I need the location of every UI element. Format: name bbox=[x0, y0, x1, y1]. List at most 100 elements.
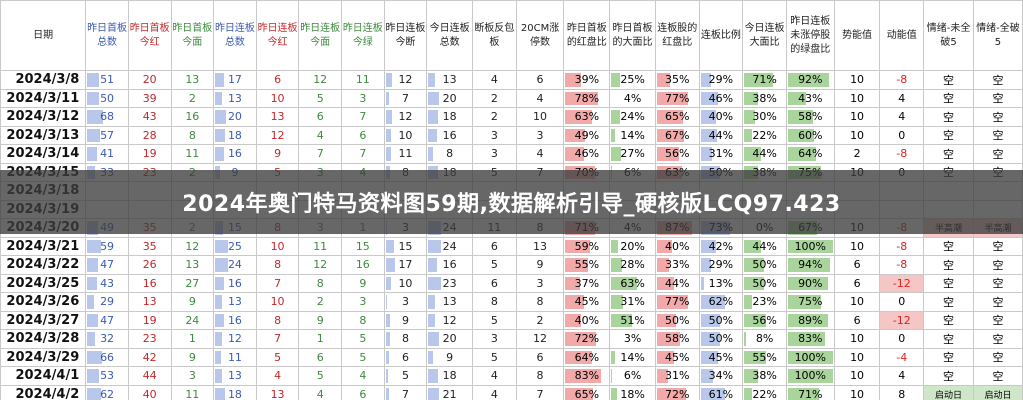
data-cell[interactable]: 53 bbox=[85, 366, 129, 386]
data-cell[interactable]: 空 bbox=[923, 144, 974, 164]
data-cell[interactable]: 71% bbox=[742, 70, 787, 90]
data-cell[interactable]: 62% bbox=[698, 292, 744, 312]
column-header[interactable]: 昨日首板今红 bbox=[127, 0, 172, 71]
data-cell[interactable]: 55% bbox=[563, 255, 611, 275]
data-cell[interactable]: 66 bbox=[85, 347, 129, 367]
data-cell[interactable]: 6 bbox=[383, 347, 428, 367]
data-cell[interactable]: 9 bbox=[383, 310, 428, 330]
data-cell[interactable]: 空 bbox=[923, 70, 974, 90]
data-cell[interactable]: 40% bbox=[563, 310, 611, 330]
column-header[interactable]: 今日连板总数 bbox=[426, 0, 473, 71]
data-cell[interactable]: 42% bbox=[698, 236, 744, 256]
data-cell[interactable]: 65% bbox=[563, 384, 611, 400]
data-cell[interactable]: 6 bbox=[341, 384, 385, 400]
data-cell[interactable]: 6 bbox=[833, 255, 881, 275]
column-header[interactable]: 断板反包板 bbox=[471, 0, 517, 71]
data-cell[interactable]: 13 bbox=[127, 292, 172, 312]
data-cell[interactable]: 22% bbox=[742, 384, 787, 400]
data-cell[interactable]: 46% bbox=[563, 144, 611, 164]
column-header[interactable]: 昨日连板今红 bbox=[255, 0, 300, 71]
data-cell[interactable]: 25 bbox=[213, 236, 257, 256]
data-cell[interactable]: 45% bbox=[563, 292, 611, 312]
data-cell[interactable]: 32 bbox=[85, 329, 129, 349]
data-cell[interactable]: 6 bbox=[833, 310, 881, 330]
data-cell[interactable]: 空 bbox=[923, 125, 974, 145]
data-cell[interactable]: 16 bbox=[213, 310, 257, 330]
data-cell[interactable]: 16 bbox=[127, 273, 172, 293]
data-cell[interactable]: 94% bbox=[785, 255, 835, 275]
data-cell[interactable]: 50% bbox=[698, 310, 744, 330]
date-cell[interactable]: 2024/3/28 bbox=[0, 329, 87, 349]
data-cell[interactable]: 20 bbox=[127, 70, 172, 90]
data-cell[interactable]: 46% bbox=[698, 88, 744, 108]
data-cell[interactable]: 0 bbox=[879, 292, 925, 312]
data-cell[interactable]: 8 bbox=[298, 273, 342, 293]
data-cell[interactable]: 15 bbox=[383, 236, 428, 256]
data-cell[interactable]: 4 bbox=[471, 384, 517, 400]
data-cell[interactable]: 100% bbox=[785, 236, 835, 256]
data-cell[interactable]: 空 bbox=[972, 292, 1023, 312]
data-cell[interactable]: 29% bbox=[698, 255, 744, 275]
data-cell[interactable]: 9 bbox=[170, 347, 215, 367]
data-cell[interactable]: 2 bbox=[833, 144, 881, 164]
data-cell[interactable]: 8% bbox=[742, 329, 787, 349]
data-cell[interactable]: 空 bbox=[923, 347, 974, 367]
data-cell[interactable]: 50% bbox=[742, 255, 787, 275]
data-cell[interactable]: 63% bbox=[609, 273, 656, 293]
data-cell[interactable]: 56% bbox=[742, 310, 787, 330]
column-header[interactable]: 日期 bbox=[0, 0, 87, 71]
data-cell[interactable]: 43 bbox=[127, 107, 172, 127]
data-cell[interactable]: 71% bbox=[785, 384, 835, 400]
data-cell[interactable]: 8 bbox=[515, 366, 565, 386]
data-cell[interactable]: 10 bbox=[833, 125, 881, 145]
data-cell[interactable]: 10 bbox=[833, 329, 881, 349]
data-cell[interactable]: 12 bbox=[255, 125, 300, 145]
data-cell[interactable]: 8 bbox=[255, 255, 300, 275]
data-cell[interactable]: 4 bbox=[515, 88, 565, 108]
data-cell[interactable]: 47 bbox=[85, 255, 129, 275]
data-cell[interactable]: 16 bbox=[426, 125, 473, 145]
data-cell[interactable]: 13 bbox=[255, 107, 300, 127]
data-cell[interactable]: 56% bbox=[654, 144, 700, 164]
data-cell[interactable]: 72% bbox=[654, 384, 700, 400]
data-cell[interactable]: 6 bbox=[298, 347, 342, 367]
data-cell[interactable]: 3 bbox=[471, 329, 517, 349]
data-cell[interactable]: 10 bbox=[515, 107, 565, 127]
data-cell[interactable]: 39% bbox=[563, 70, 611, 90]
data-cell[interactable]: 空 bbox=[972, 88, 1023, 108]
data-cell[interactable]: 空 bbox=[972, 144, 1023, 164]
data-cell[interactable]: -8 bbox=[879, 236, 925, 256]
data-cell[interactable]: 63% bbox=[563, 107, 611, 127]
data-cell[interactable]: 77% bbox=[654, 292, 700, 312]
data-cell[interactable]: 10 bbox=[833, 70, 881, 90]
column-header[interactable]: 连板股的红盘比 bbox=[654, 0, 700, 71]
data-cell[interactable]: 10 bbox=[833, 366, 881, 386]
data-cell[interactable]: -8 bbox=[879, 144, 925, 164]
data-cell[interactable]: 7 bbox=[341, 107, 385, 127]
date-cell[interactable]: 2024/3/22 bbox=[0, 255, 87, 275]
data-cell[interactable]: -12 bbox=[879, 310, 925, 330]
data-cell[interactable]: 3% bbox=[609, 329, 656, 349]
column-header[interactable]: 20CM涨停数 bbox=[515, 0, 565, 71]
data-cell[interactable]: 24 bbox=[426, 236, 473, 256]
data-cell[interactable]: 31% bbox=[698, 144, 744, 164]
data-cell[interactable]: 72% bbox=[563, 329, 611, 349]
column-header[interactable]: 昨日首板的大面比 bbox=[609, 0, 656, 71]
data-cell[interactable]: 空 bbox=[972, 236, 1023, 256]
date-cell[interactable]: 2024/4/1 bbox=[0, 366, 87, 386]
data-cell[interactable]: 5 bbox=[471, 255, 517, 275]
data-cell[interactable]: 35% bbox=[654, 70, 700, 90]
data-cell[interactable]: 24 bbox=[213, 255, 257, 275]
data-cell[interactable]: 空 bbox=[923, 107, 974, 127]
data-cell[interactable]: 10 bbox=[383, 273, 428, 293]
data-cell[interactable]: 18 bbox=[213, 384, 257, 400]
column-header[interactable]: 昨日连板今断 bbox=[383, 0, 428, 71]
data-cell[interactable]: 12 bbox=[515, 329, 565, 349]
data-cell[interactable]: 10 bbox=[255, 88, 300, 108]
date-cell[interactable]: 2024/4/2 bbox=[0, 384, 87, 400]
data-cell[interactable]: 90% bbox=[785, 273, 835, 293]
data-cell[interactable]: 8 bbox=[515, 292, 565, 312]
data-cell[interactable]: 4 bbox=[298, 384, 342, 400]
data-cell[interactable]: 22% bbox=[742, 125, 787, 145]
data-cell[interactable]: 14% bbox=[609, 125, 656, 145]
